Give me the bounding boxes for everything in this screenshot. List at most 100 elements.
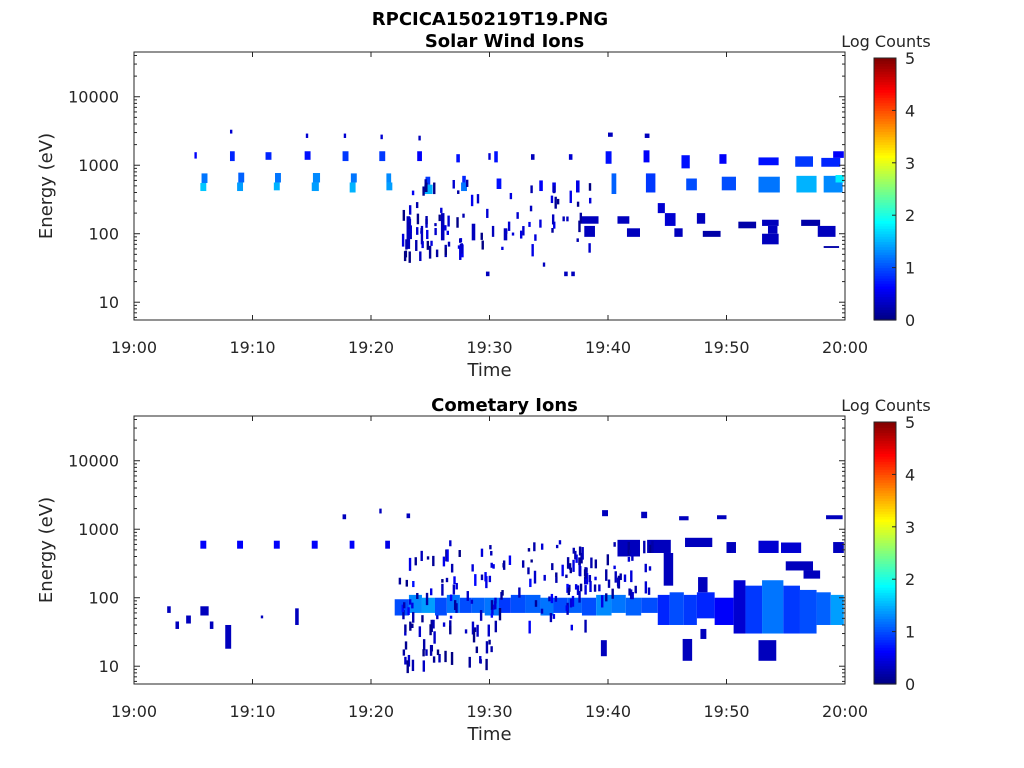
- data-cell: [629, 589, 633, 600]
- colorbar-segment: [874, 160, 896, 164]
- colorbar-segment: [874, 65, 896, 70]
- data-cell: [555, 572, 558, 577]
- colorbar-segment: [874, 267, 896, 271]
- data-cell: [412, 580, 415, 588]
- colorbar-segment: [874, 60, 896, 64]
- colorbar-segment: [874, 670, 896, 675]
- data-cell: [466, 591, 469, 601]
- x-tick-label: 19:10: [229, 338, 275, 357]
- data-cell: [479, 659, 482, 664]
- data-cell: [305, 133, 309, 138]
- data-cell: [628, 588, 631, 596]
- data-cell: [489, 545, 492, 550]
- data-cell: [585, 572, 589, 585]
- data-cell: [488, 153, 491, 160]
- data-cell: [418, 626, 422, 638]
- data-cell: [428, 245, 432, 259]
- data-cell: [602, 510, 608, 517]
- data-cell: [572, 559, 575, 572]
- data-cell: [613, 542, 616, 547]
- colorbar-segment: [874, 605, 896, 609]
- data-cell: [438, 214, 441, 222]
- colorbar-segment: [874, 526, 896, 531]
- data-cell: [830, 594, 844, 625]
- y-axis-label: Energy (eV): [36, 497, 57, 603]
- data-cell: [408, 557, 412, 571]
- data-cell: [566, 583, 569, 593]
- data-cell: [445, 577, 449, 583]
- data-cell: [429, 644, 433, 656]
- data-cell: [553, 221, 556, 229]
- data-cell: [552, 614, 556, 619]
- data-cell: [551, 214, 555, 225]
- colorbar-segment: [874, 89, 896, 93]
- colorbar-segment: [874, 262, 896, 266]
- data-cell: [460, 243, 463, 254]
- data-cell: [833, 151, 844, 158]
- colorbar-segment: [874, 94, 896, 98]
- data-cell: [492, 564, 495, 569]
- data-cell: [663, 552, 674, 586]
- data-cell: [429, 588, 433, 596]
- data-cell: [449, 540, 452, 547]
- data-cell: [401, 604, 404, 613]
- data-cell: [430, 240, 433, 246]
- colorbar-segment: [874, 469, 896, 473]
- data-cell: [444, 247, 447, 255]
- colorbar-segment: [874, 647, 896, 651]
- colorbar-segment: [874, 615, 896, 620]
- data-cell: [490, 550, 493, 556]
- data-cell: [576, 201, 580, 207]
- data-cell: [500, 591, 503, 600]
- data-cell: [522, 226, 525, 236]
- data-cell: [475, 646, 479, 654]
- data-cell: [685, 537, 713, 548]
- data-cell: [721, 176, 736, 191]
- colorbar-segment: [874, 545, 896, 549]
- data-cell: [238, 172, 245, 183]
- colorbar-segment: [874, 652, 896, 656]
- data-cell: [402, 649, 406, 656]
- colorbar-segment: [874, 123, 896, 127]
- data-cell: [426, 240, 430, 250]
- data-cell: [444, 225, 447, 231]
- data-cell: [472, 629, 476, 643]
- data-cell: [420, 228, 423, 234]
- data-cell: [528, 620, 531, 634]
- data-cell: [445, 549, 448, 562]
- colorbar-segment: [874, 495, 896, 499]
- data-cell: [625, 597, 642, 616]
- data-cell: [480, 548, 484, 557]
- colorbar-segment: [874, 220, 896, 224]
- data-cell: [490, 562, 493, 568]
- colorbar-segment: [874, 490, 896, 494]
- colorbar-segment: [874, 301, 896, 305]
- data-cell: [634, 585, 637, 594]
- data-cell: [631, 553, 634, 561]
- data-cell: [590, 557, 593, 569]
- data-cell: [799, 589, 817, 634]
- data-cell: [816, 592, 831, 625]
- data-cell: [561, 564, 564, 577]
- colorbar-segment: [874, 249, 896, 253]
- colorbar-segment: [874, 217, 896, 222]
- colorbar-segment: [874, 304, 896, 308]
- data-cell: [494, 597, 497, 604]
- colorbar-segment: [874, 283, 896, 287]
- colorbar-segment: [874, 471, 896, 475]
- colorbar-tick-label: 4: [905, 465, 915, 484]
- colorbar-segment: [874, 432, 896, 436]
- colorbar-segment: [874, 458, 896, 462]
- data-cell: [558, 540, 562, 545]
- data-cell: [411, 659, 415, 672]
- data-cell: [555, 544, 559, 549]
- data-cell: [490, 600, 494, 611]
- data-cell: [485, 576, 488, 589]
- data-cell: [408, 217, 411, 224]
- data-cell: [562, 216, 565, 222]
- data-cell: [649, 544, 652, 553]
- colorbar-frame: [873, 421, 897, 685]
- colorbar-segment: [874, 173, 896, 177]
- data-cell: [598, 584, 601, 592]
